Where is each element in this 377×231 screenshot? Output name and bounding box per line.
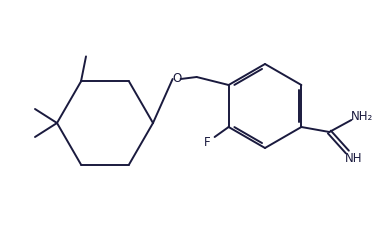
Text: F: F: [204, 136, 211, 149]
Text: NH₂: NH₂: [351, 109, 374, 122]
Text: O: O: [172, 73, 181, 85]
Text: NH: NH: [345, 152, 362, 165]
